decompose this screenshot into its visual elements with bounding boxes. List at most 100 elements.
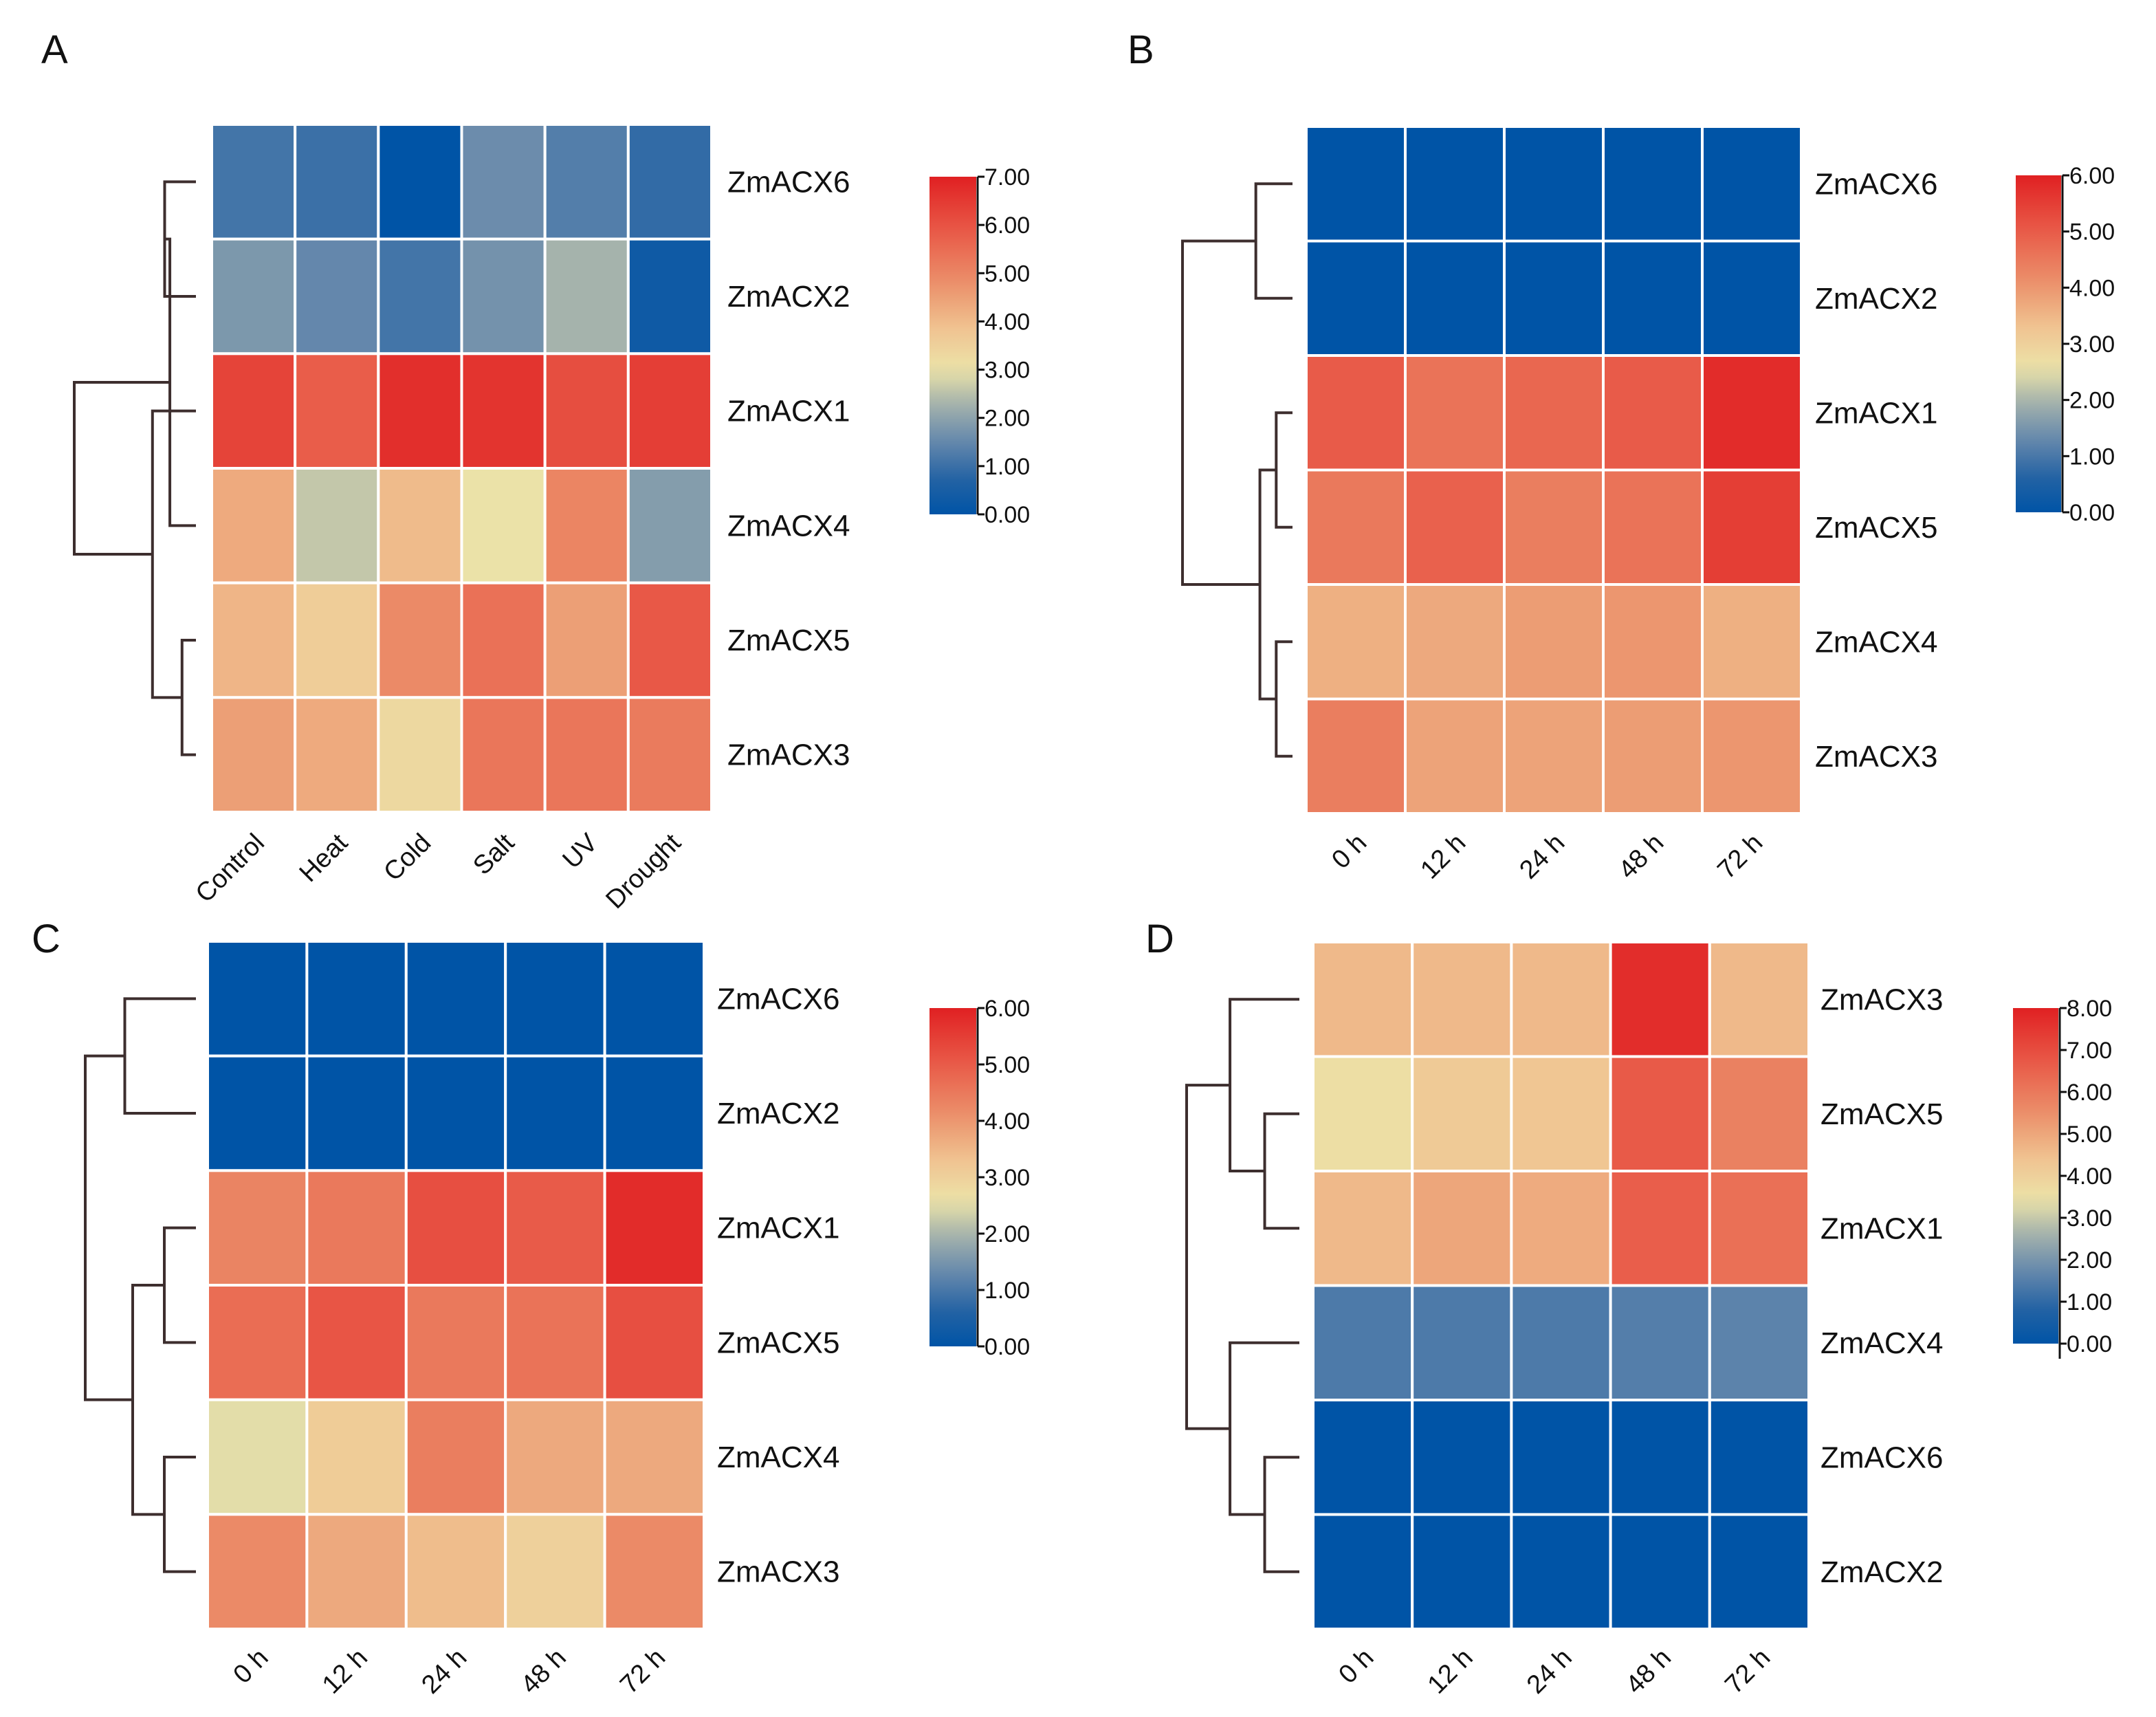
heatmap-cell — [1701, 583, 1803, 701]
column-label: 48 h — [1613, 829, 1669, 885]
heatmap-cell — [1602, 583, 1704, 701]
heatmap-cell — [504, 1169, 606, 1287]
heatmap-cell — [1404, 125, 1506, 243]
heatmap-cell — [504, 1054, 606, 1172]
heatmap-cell — [543, 467, 630, 584]
dendrogram-branch — [1263, 1112, 1299, 1230]
heatmap-cell — [1305, 125, 1407, 243]
row-label: ZmACX6 — [1815, 167, 1937, 201]
colorbar-tick-label: 4.00 — [2069, 275, 2115, 301]
heatmap-cell — [210, 123, 297, 241]
heatmap-cell — [626, 696, 713, 813]
dendrogram-branch — [1275, 411, 1292, 529]
panel-c: C ZmACX6 ZmACX2 ZmACX1 ZmACX5 ZmACX4 ZmACX3 0 h… — [32, 917, 1030, 1700]
heatmap-cell — [1312, 941, 1414, 1058]
colorbar-gradient — [2013, 1008, 2058, 1344]
heatmap-cell — [1404, 583, 1506, 701]
heatmap-cell — [377, 467, 463, 584]
dendrogram-branch — [1275, 640, 1292, 758]
heatmap-cell — [1503, 583, 1605, 701]
heatmap-cell — [1609, 1284, 1711, 1401]
heatmap-cell — [1503, 697, 1605, 815]
heatmap-cell — [1701, 354, 1803, 472]
panel-label: D — [1145, 917, 1174, 961]
heatmap-cell — [1701, 468, 1803, 586]
heatmap-cell — [504, 1398, 606, 1516]
panel-label: A — [41, 28, 68, 72]
heatmap-cell — [294, 467, 380, 584]
heatmap-cell — [294, 696, 380, 813]
colorbar-tick-label: 5.00 — [984, 261, 1030, 287]
colorbar-tick-label: 2.00 — [984, 406, 1030, 432]
colorbar-tick-label: 5.00 — [2069, 219, 2115, 245]
heatmap-cell — [305, 940, 408, 1058]
heatmap-cell — [603, 1398, 705, 1516]
row-label: ZmACX2 — [1815, 282, 1937, 316]
row-label: ZmACX3 — [717, 1555, 839, 1589]
dendrogram-branch — [180, 639, 196, 756]
colorbar-tick-label: 7.00 — [2067, 1038, 2112, 1064]
column-label: 12 h — [1422, 1643, 1479, 1700]
heatmap-cell — [1510, 1284, 1612, 1401]
dendrogram-branch — [1181, 239, 1260, 586]
heatmap-cell — [460, 581, 547, 699]
column-label: UV — [558, 828, 604, 874]
heatmap-cells — [1305, 125, 1803, 815]
dendrogram-branch — [163, 1456, 196, 1573]
heatmap-cells — [210, 123, 713, 813]
heatmap-cell — [1305, 697, 1407, 815]
heatmap-cell — [1701, 697, 1803, 815]
colorbar-tick-label: 7.00 — [984, 164, 1030, 190]
heatmap-cell — [543, 696, 630, 813]
heatmap-cell — [543, 237, 630, 356]
row-label: ZmACX5 — [1815, 511, 1937, 545]
column-label: Drought — [600, 828, 687, 915]
row-dendrogram — [1185, 998, 1299, 1573]
heatmap-cell — [603, 1284, 705, 1401]
heatmap-cell — [210, 467, 297, 584]
colorbar-tick-label: 4.00 — [984, 309, 1030, 335]
colorbar-gradient — [930, 1008, 976, 1346]
heatmap-cell — [1503, 239, 1605, 357]
colorbar-tick-label: 3.00 — [984, 1165, 1030, 1191]
colorbar-tick-label: 6.00 — [2067, 1080, 2112, 1106]
heatmap-cell — [1305, 583, 1407, 701]
heatmap-cells — [1312, 941, 1811, 1630]
heatmap-cell — [1708, 1284, 1811, 1401]
colorbar-tick-label: 3.00 — [984, 358, 1030, 384]
heatmap-cell — [1503, 125, 1605, 243]
heatmap-cell — [1411, 941, 1513, 1058]
heatmap-cell — [1602, 354, 1704, 472]
column-label: 12 h — [1415, 829, 1471, 885]
heatmap-cell — [1510, 941, 1612, 1058]
heatmap-cell — [377, 352, 463, 470]
dendrogram-branch — [1229, 1341, 1299, 1516]
column-label: 48 h — [516, 1643, 572, 1700]
dendrogram-branch — [1185, 1084, 1231, 1430]
column-label: 0 h — [228, 1643, 274, 1689]
colorbar-gradient — [930, 177, 976, 514]
heatmap-cell — [1708, 1055, 1811, 1172]
heatmap-cell — [603, 1054, 705, 1172]
column-label: Cold — [378, 829, 437, 887]
heatmap-cell — [404, 1054, 507, 1172]
heatmap-cell — [377, 696, 463, 813]
heatmap-cell — [377, 123, 463, 241]
colorbar-tick-label: 5.00 — [2067, 1122, 2112, 1148]
colorbar-tick-label: 3.00 — [2067, 1205, 2112, 1232]
colorbar-tick-label: 5.00 — [984, 1052, 1030, 1078]
column-label: 0 h — [1333, 1643, 1379, 1689]
heatmap-cell — [603, 1169, 705, 1287]
colorbar-tick-label: 2.00 — [2069, 388, 2115, 414]
row-label: ZmACX2 — [727, 280, 850, 314]
column-label: 0 h — [1326, 829, 1372, 875]
colorbar-tick-label: 4.00 — [984, 1108, 1030, 1135]
heatmap-cell — [543, 352, 630, 470]
heatmap-cell — [1701, 125, 1803, 243]
colorbar-tick-label: 6.00 — [984, 212, 1030, 239]
heatmap-cell — [1701, 239, 1803, 357]
heatmap-cell — [1312, 1284, 1414, 1401]
colorbar-tick-label: 2.00 — [2067, 1247, 2112, 1273]
heatmap-cell — [460, 352, 547, 470]
heatmap-cell — [206, 1513, 309, 1630]
